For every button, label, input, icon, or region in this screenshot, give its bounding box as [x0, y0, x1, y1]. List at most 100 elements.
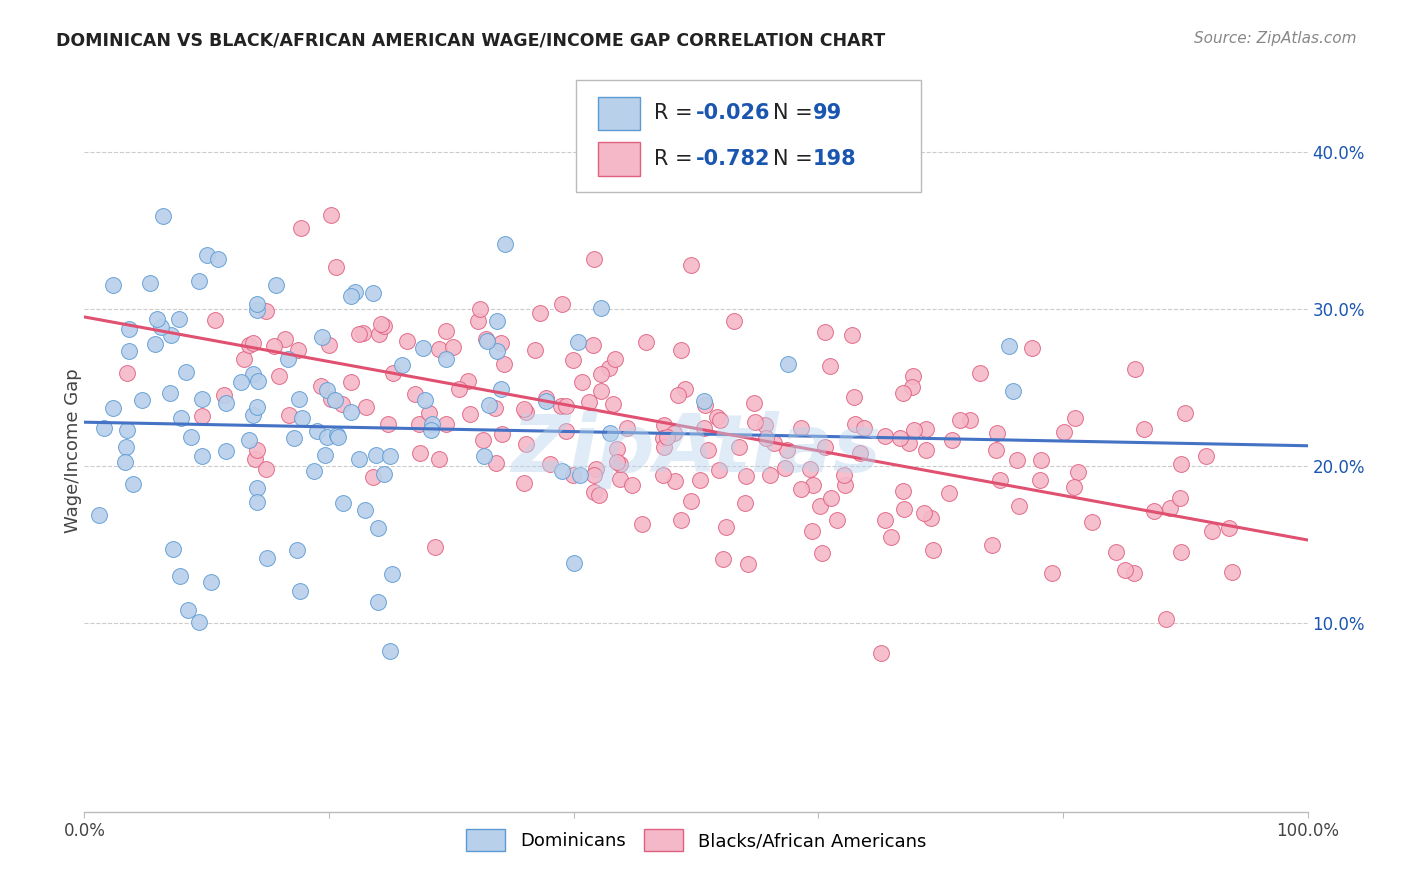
Point [404, 387, 426, 401]
Point [515, 437, 537, 451]
Text: -0.026: -0.026 [696, 103, 770, 123]
Point [912, 506, 935, 520]
Point [229, 375, 252, 389]
Point [232, 351, 254, 366]
Text: ZipAtlas: ZipAtlas [510, 411, 882, 490]
Point [609, 457, 631, 471]
Point [657, 430, 679, 444]
Point [842, 390, 865, 404]
Point [662, 426, 685, 441]
Point [391, 358, 413, 372]
Point [114, 441, 136, 455]
Point [1029, 473, 1052, 487]
Point [529, 306, 551, 320]
Point [311, 378, 333, 392]
Point [1133, 422, 1156, 436]
Point [844, 417, 866, 432]
Point [605, 442, 627, 456]
Point [969, 366, 991, 380]
Point [174, 365, 197, 379]
Point [834, 477, 856, 491]
Point [814, 325, 837, 339]
Point [875, 428, 897, 442]
Point [891, 483, 914, 498]
Point [588, 488, 610, 502]
Point [669, 343, 692, 357]
Point [434, 351, 457, 366]
Point [728, 440, 751, 454]
Point [242, 368, 264, 382]
Point [551, 297, 574, 311]
Point [427, 342, 450, 356]
Point [1123, 361, 1146, 376]
Text: DOMINICAN VS BLACK/AFRICAN AMERICAN WAGE/INCOME GAP CORRELATION CHART: DOMINICAN VS BLACK/AFRICAN AMERICAN WAGE… [56, 31, 886, 49]
Point [814, 440, 837, 454]
Text: R =: R = [654, 103, 699, 123]
Point [290, 221, 312, 235]
Point [408, 417, 430, 431]
Point [288, 584, 311, 599]
Point [491, 336, 513, 351]
Point [494, 236, 516, 251]
Point [485, 314, 508, 328]
Point [326, 430, 349, 444]
Point [1053, 425, 1076, 439]
Point [852, 421, 875, 435]
Point [1021, 341, 1043, 355]
Point [191, 392, 214, 406]
Point [555, 399, 578, 413]
Point [434, 325, 457, 339]
Point [562, 557, 585, 571]
Point [1168, 491, 1191, 505]
Point [287, 343, 309, 357]
Point [139, 276, 162, 290]
Point [808, 499, 831, 513]
Point [354, 502, 377, 516]
Point [441, 340, 464, 354]
Point [361, 469, 384, 483]
Point [561, 467, 583, 482]
Point [986, 443, 1008, 458]
Point [669, 513, 692, 527]
Point [873, 513, 896, 527]
Point [347, 326, 370, 341]
Point [238, 433, 260, 447]
Point [215, 443, 238, 458]
Point [602, 397, 624, 411]
Point [167, 311, 190, 326]
Point [471, 433, 494, 447]
Point [160, 328, 183, 343]
Point [361, 286, 384, 301]
Point [340, 376, 363, 390]
Point [1040, 566, 1063, 581]
Point [789, 421, 811, 435]
Point [238, 338, 260, 352]
Text: -0.782: -0.782 [696, 149, 770, 169]
Point [356, 400, 378, 414]
Point [409, 446, 432, 460]
Point [651, 467, 673, 482]
Point [242, 408, 264, 422]
Point [314, 448, 336, 462]
Point [447, 383, 470, 397]
Point [373, 467, 395, 482]
Point [377, 417, 399, 431]
Point [616, 421, 638, 435]
Point [561, 352, 583, 367]
Point [215, 396, 238, 410]
Text: R =: R = [654, 149, 699, 169]
Point [915, 443, 938, 458]
Text: 198: 198 [813, 149, 856, 169]
Point [599, 425, 621, 440]
Point [754, 418, 776, 433]
Point [711, 552, 734, 566]
Point [897, 436, 920, 450]
Point [981, 538, 1004, 552]
Point [706, 410, 728, 425]
Point [200, 575, 222, 590]
Point [880, 530, 903, 544]
Point [269, 368, 291, 383]
Point [734, 468, 756, 483]
Point [609, 472, 631, 486]
Point [723, 314, 745, 328]
